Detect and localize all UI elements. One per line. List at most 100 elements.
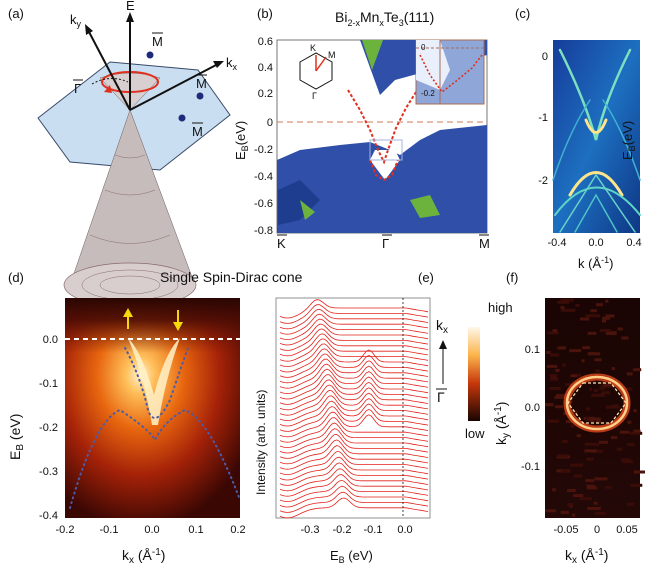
- arrow-up-head: [123, 308, 133, 317]
- e-xtick-2: -0.1: [364, 524, 383, 536]
- dispersion-guide-lower: [69, 408, 241, 509]
- noise-speck: [587, 352, 601, 356]
- noise-speck: [573, 474, 583, 478]
- colorbar-low-label: low: [465, 426, 485, 441]
- c-ytick-1: -1: [538, 112, 548, 124]
- b-ytick-2: 0.2: [258, 88, 273, 100]
- noise-speck: [596, 303, 603, 307]
- noise-speck: [611, 436, 618, 440]
- panel-f-xlabel: kx (Å-1): [565, 547, 608, 566]
- f-ytick-2: -0.1: [521, 461, 540, 473]
- f-ytick-0: 0.1: [525, 344, 540, 356]
- noise-speck: [581, 359, 585, 363]
- bulk-band-shade: [278, 180, 320, 225]
- noise-speck: [590, 419, 595, 423]
- noise-speck: [552, 488, 557, 492]
- noise-speck: [569, 463, 584, 467]
- edc-curve: [279, 313, 429, 335]
- noise-speck: [584, 449, 597, 453]
- noise-speck: [549, 387, 561, 390]
- noise-speck: [547, 419, 560, 423]
- noise-speck: [560, 298, 574, 302]
- noise-speck: [562, 363, 566, 367]
- noise-speck: [585, 314, 601, 318]
- noise-speck: [554, 405, 563, 409]
- arrow-down-head: [173, 322, 183, 331]
- noise-speck: [547, 331, 559, 335]
- noise-speck: [549, 377, 559, 381]
- noise-speck: [549, 374, 557, 377]
- noise-speck: [633, 409, 637, 413]
- noise-speck: [612, 404, 619, 408]
- zoom-window-box: [369, 139, 403, 161]
- noise-speck: [605, 314, 615, 318]
- noise-speck: [605, 331, 617, 335]
- edc-curve: [279, 318, 429, 341]
- noise-speck: [546, 351, 551, 354]
- b-ytick-5: -0.4: [254, 171, 273, 183]
- d-xtick-0: -0.2: [56, 524, 75, 536]
- noise-speck: [570, 424, 575, 428]
- edc-curve: [279, 485, 429, 508]
- f-ytick-1: 0.0: [525, 402, 540, 414]
- panel-e-xticks: -0.3 -0.2 -0.1 0.0: [301, 524, 413, 536]
- noise-speck: [623, 460, 633, 464]
- noise-speck: [585, 479, 594, 483]
- bz-inset-K: K: [310, 43, 316, 53]
- edc-curve: [279, 374, 429, 400]
- b-ytick-7: -0.8: [254, 225, 273, 237]
- noise-speck: [594, 477, 608, 481]
- d-ytick-2: -0.2: [39, 422, 58, 434]
- noise-speck: [545, 403, 554, 407]
- point-M-2: [196, 92, 204, 100]
- noise-speck: [556, 394, 571, 397]
- edc-curve: [279, 417, 429, 443]
- noise-speck: [560, 469, 571, 473]
- noise-speck: [573, 494, 584, 498]
- noise-speck: [633, 470, 645, 474]
- f-xtick-0: -0.05: [553, 524, 578, 536]
- axis-kx-label: kx: [226, 55, 238, 72]
- dispersion-guide-upper: [124, 347, 189, 419]
- gap-region-lower: [300, 200, 315, 220]
- bulk-gap-window: [370, 150, 400, 180]
- panel-e-kx-label: kx: [436, 317, 448, 336]
- b-xtick-M: M: [479, 236, 490, 251]
- edc-curve: [279, 328, 429, 351]
- noise-speck: [580, 317, 590, 321]
- f-xtick-2: 0.05: [616, 524, 637, 536]
- noise-speck: [569, 349, 582, 353]
- noise-speck: [595, 511, 606, 515]
- noise-speck: [589, 387, 593, 391]
- panel-e-xlabel: EB (eV): [330, 548, 373, 565]
- gap-region-upper: [362, 40, 383, 70]
- noise-speck: [632, 368, 642, 372]
- noise-speck: [546, 364, 558, 368]
- panel-b-label: (b): [257, 6, 273, 21]
- noise-speck: [605, 299, 609, 303]
- noise-speck: [605, 485, 612, 489]
- noise-speck: [593, 389, 598, 393]
- edc-curve: [279, 433, 429, 459]
- zoom-inset-tick-1: -0.2: [421, 89, 435, 98]
- noise-speck: [550, 353, 560, 357]
- e-xtick-1: -0.2: [333, 524, 352, 536]
- noise-speck: [621, 458, 631, 462]
- axis-ky: [87, 29, 131, 111]
- d-xtick-2: 0.0: [144, 524, 159, 536]
- noise-speck: [576, 434, 581, 438]
- panel-d-yticks: 0.0 -0.1 -0.2 -0.3 -0.4: [39, 334, 58, 522]
- noise-speck: [586, 457, 594, 461]
- b-ytick-0: 0.6: [258, 36, 273, 48]
- zoom-inset-tick-0: 0: [421, 43, 426, 52]
- edc-curve: [279, 389, 429, 416]
- panel-c: (c) 0 -1 -2 EB(eV) -0.4 0.0 0.4 k (Å-1): [515, 6, 642, 271]
- panel-b-yticks: 0.6 0.4 0.2 0 -0.2 -0.4 -0.6 -0.8: [254, 36, 273, 237]
- noise-speck: [584, 442, 600, 446]
- edc-curve: [279, 343, 429, 368]
- b-ytick-6: -0.6: [254, 198, 273, 210]
- b-xtick-K: K: [277, 236, 286, 251]
- edc-curve: [279, 333, 429, 357]
- c-xtick-1: 0.0: [588, 237, 603, 249]
- noise-speck: [577, 373, 582, 377]
